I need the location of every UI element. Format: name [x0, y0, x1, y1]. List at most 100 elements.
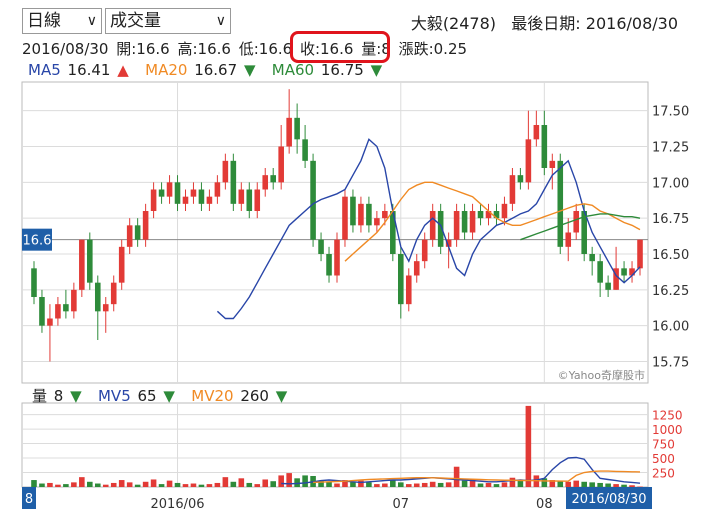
candle-body	[342, 196, 348, 240]
candle-body	[413, 261, 420, 276]
candle-body	[334, 239, 340, 276]
volume-bar	[87, 481, 93, 487]
volume-bar	[166, 480, 173, 487]
volume-bar	[79, 477, 85, 487]
ma5-value: 16.41	[67, 61, 111, 79]
ma20-arrow-icon: ▼	[243, 61, 256, 79]
volume-bar	[597, 482, 603, 487]
volume-bar	[294, 478, 300, 487]
ohlc-high: 高:16.6	[177, 40, 231, 58]
volume-tick-label: 750	[652, 438, 675, 452]
candle-body	[533, 125, 540, 140]
candle-body	[294, 117, 300, 140]
volume-bar	[477, 483, 484, 487]
mv20-arrow-icon: ▼	[275, 387, 288, 405]
volume-bar	[47, 482, 53, 487]
candle-body	[421, 239, 428, 262]
candle-body	[270, 175, 276, 183]
volume-bar	[453, 466, 460, 487]
volume-bar	[613, 484, 619, 487]
candle-body	[71, 289, 77, 312]
ohlc-volume: 量:8	[361, 40, 391, 58]
candle-body	[182, 196, 189, 204]
volume-bar	[421, 482, 428, 487]
candle-body	[445, 239, 452, 247]
mv5-arrow-icon: ▼	[163, 387, 175, 405]
volume-bar	[71, 482, 77, 487]
chevron-down-icon: ∨	[215, 13, 226, 29]
highlight-circle	[290, 31, 390, 63]
volume-bar	[621, 484, 627, 487]
volume-bar	[366, 482, 372, 487]
period-select[interactable]: 日線 ∨	[22, 8, 102, 34]
candle-body	[581, 211, 587, 254]
indicator-select[interactable]: 成交量 ∨	[105, 8, 231, 34]
price-tick-label: 17.00	[652, 176, 689, 191]
ma-legend: MA5 16.41 ▲ MA20 16.67 ▼ MA60 16.75 ▼	[28, 61, 384, 79]
volume-bar	[493, 484, 500, 487]
volume-bar	[405, 484, 412, 487]
volume-bar	[55, 484, 61, 487]
price-badge	[22, 228, 52, 251]
indicator-select-value: 成交量	[110, 11, 161, 31]
candle-body	[501, 203, 508, 219]
candle-body	[254, 189, 261, 211]
volume-bar	[31, 480, 37, 487]
volume-bar	[158, 484, 165, 487]
ma20-line	[344, 181, 641, 262]
ma60-label: MA60	[271, 61, 315, 79]
volume-bar	[509, 477, 516, 487]
candle-body	[246, 189, 253, 211]
candle-body	[87, 239, 93, 283]
volume-bar	[134, 484, 141, 487]
candle-body	[629, 268, 635, 276]
volume-bar	[206, 484, 213, 487]
volume-bar	[63, 484, 69, 487]
volume-badge	[22, 487, 36, 509]
volume-bar	[278, 475, 284, 487]
volume-bar	[589, 482, 595, 487]
candle-body	[366, 203, 372, 226]
ohlc-low: 低:16.6	[238, 40, 293, 58]
candle-body	[565, 232, 572, 247]
candle-body	[47, 318, 53, 326]
volume-bar	[469, 479, 476, 487]
mv20-label: MV20	[191, 387, 234, 405]
ma5-label: MA5	[28, 61, 61, 79]
candle-body	[541, 125, 548, 168]
candle-body	[222, 160, 229, 183]
volume-bar	[198, 484, 205, 487]
candle-body	[286, 117, 292, 147]
volume-bar	[94, 483, 101, 487]
candle-body	[318, 239, 324, 254]
mv20-line	[313, 470, 641, 484]
volume-bar	[429, 481, 436, 487]
candle-body	[461, 211, 468, 233]
ohlc-readout: 2016/08/30 開:16.6 高:16.6 低:16.6 收:16.6 量…	[22, 38, 470, 59]
period-select-value: 日線	[27, 11, 61, 31]
volume-bar	[334, 483, 340, 487]
ma20-value: 16.67	[194, 61, 238, 79]
candle-body	[398, 254, 404, 305]
price-tick-label: 15.75	[652, 356, 689, 371]
volume-frame	[21, 402, 649, 488]
ma5-line	[216, 138, 641, 320]
ohlc-date: 2016/08/30	[22, 40, 109, 58]
candle-body	[238, 189, 245, 204]
candle-body	[102, 304, 109, 312]
volume-bar	[39, 483, 45, 487]
candle-body	[142, 211, 149, 240]
volume-bar	[254, 484, 261, 487]
volume-bar	[485, 482, 492, 487]
candle-body	[198, 189, 205, 204]
price-tick-label: 16.75	[652, 212, 689, 227]
mv20-value: 260	[240, 387, 269, 405]
candle-body	[509, 175, 516, 204]
volume-tick-label: 1000	[652, 423, 683, 437]
vol-value: 8	[53, 387, 64, 405]
volume-tick-label: 1250	[652, 409, 683, 423]
ma60-line	[520, 213, 641, 241]
volume-bar	[318, 480, 324, 487]
candle-body	[350, 196, 356, 226]
